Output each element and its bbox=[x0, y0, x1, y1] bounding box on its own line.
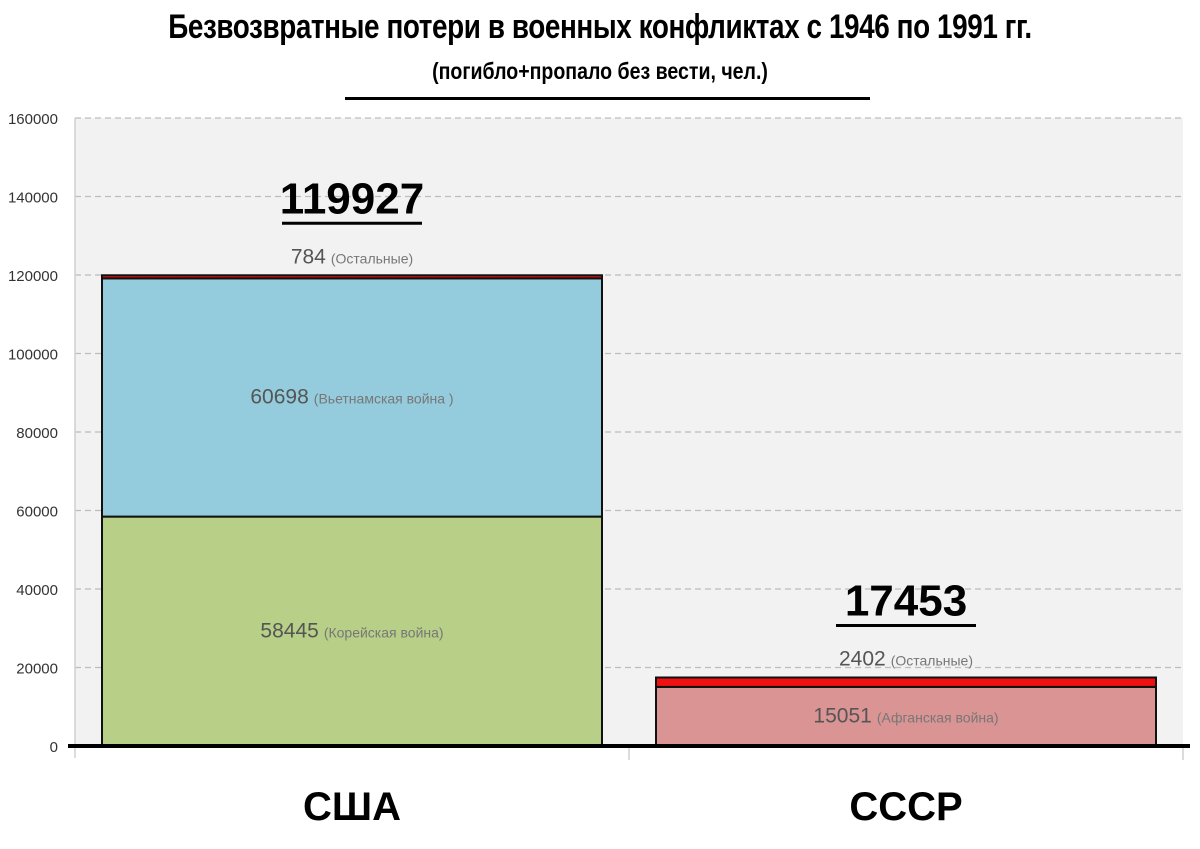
segment-name: (Афганская война) bbox=[877, 709, 999, 725]
bars bbox=[101, 274, 1157, 748]
category-label: СССР bbox=[849, 785, 962, 829]
data-labels: 58445 (Корейская война) 60698 (Вьетнамская … bbox=[250, 174, 998, 829]
title-underline bbox=[345, 97, 870, 100]
bar-segment bbox=[655, 685, 1157, 747]
y-tick-label: 0 bbox=[50, 739, 58, 756]
segment-value: 2402 bbox=[839, 647, 886, 670]
segment-label: 2402 (Остальные) bbox=[839, 647, 973, 670]
bar-segment bbox=[101, 274, 603, 280]
bar-segment bbox=[655, 676, 1157, 688]
y-tick-label: 60000 bbox=[16, 504, 58, 521]
segment-value: 58445 bbox=[260, 619, 318, 642]
segment-name: (Корейская война) bbox=[324, 624, 444, 640]
chart-subtitle: (погибло+пропало без вести, чел.) bbox=[432, 58, 768, 84]
chart-title: Безвозвратные потери в военных конфликта… bbox=[168, 8, 1032, 46]
segment-name: (Остальные) bbox=[331, 250, 413, 266]
segment-value: 15051 bbox=[813, 704, 871, 727]
y-tick-label: 160000 bbox=[8, 111, 58, 128]
segment-name: (Вьетнамская война ) bbox=[314, 390, 454, 406]
axes bbox=[68, 118, 1190, 760]
y-tick-label: 40000 bbox=[16, 582, 58, 599]
segment-value: 784 bbox=[291, 245, 326, 268]
segment-label: 58445 (Корейская война) bbox=[260, 619, 443, 642]
segment-label: 60698 (Вьетнамская война ) bbox=[250, 385, 453, 408]
segment-label: 15051 (Афганская война) bbox=[813, 704, 998, 727]
y-tick-label: 80000 bbox=[16, 425, 58, 442]
y-tick-label: 20000 bbox=[16, 661, 58, 678]
y-axis-ticks: 0 20000 40000 60000 80000 100000 120000 140000 1… bbox=[8, 111, 58, 756]
category-label: США bbox=[303, 785, 401, 829]
bar-segment bbox=[101, 515, 603, 748]
total-label: 17453 bbox=[845, 576, 967, 625]
y-tick-label: 140000 bbox=[8, 190, 58, 207]
bar-segment bbox=[101, 277, 603, 518]
segment-name: (Остальные) bbox=[891, 652, 973, 668]
y-tick-label: 100000 bbox=[8, 347, 58, 364]
y-tick-label: 120000 bbox=[8, 268, 58, 285]
total-label: 119927 bbox=[280, 174, 424, 223]
segment-label: 784 (Остальные) bbox=[291, 245, 413, 268]
segment-value: 60698 bbox=[250, 385, 308, 408]
